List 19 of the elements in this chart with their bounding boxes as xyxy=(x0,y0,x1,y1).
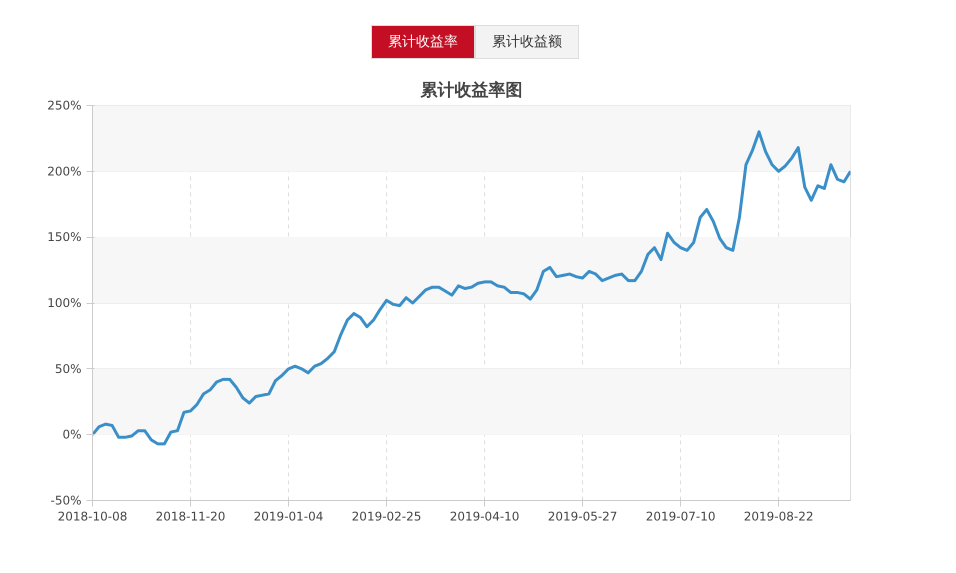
y-tick-label: 150% xyxy=(47,230,82,244)
y-tick-label: 50% xyxy=(54,362,82,376)
x-tick-label: 2019-01-04 xyxy=(254,510,324,524)
chart-title: 累计收益率图 xyxy=(420,80,522,100)
x-tick-label: 2019-05-27 xyxy=(548,510,618,524)
x-tick-label: 2019-08-22 xyxy=(744,510,814,524)
y-tick-label: 200% xyxy=(47,164,82,178)
x-tick-label: 2018-10-08 xyxy=(58,510,128,524)
x-tick-label: 2018-11-20 xyxy=(156,510,226,524)
text: 累计收益率 xyxy=(371,25,475,59)
line-series xyxy=(92,130,850,446)
text: 累计收益额 xyxy=(475,25,579,59)
x-tick-label: 2019-07-10 xyxy=(646,510,716,524)
x-tick-label: 2019-04-10 xyxy=(450,510,520,524)
y-tick-label: 0% xyxy=(62,428,82,442)
y-tick-label: 100% xyxy=(47,296,82,310)
y-tick-label: -50% xyxy=(50,494,82,508)
y-tick-label: 250% xyxy=(47,98,82,112)
x-tick-label: 2019-02-25 xyxy=(352,510,422,524)
